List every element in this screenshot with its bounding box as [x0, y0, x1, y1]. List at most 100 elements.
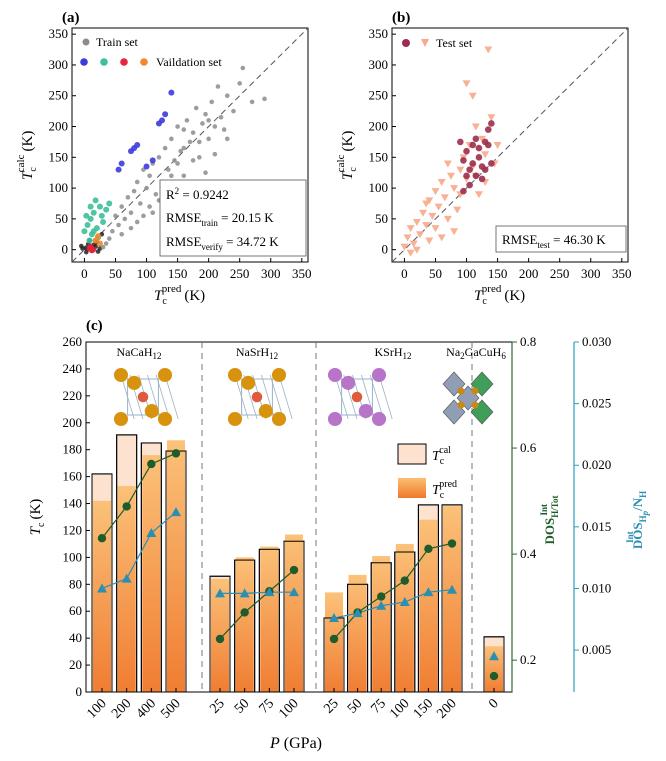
xtick-label-NaCaH-100: 100: [84, 696, 109, 721]
test-triangle-point: [456, 166, 465, 174]
validation-teal-point: [90, 228, 97, 235]
validation-blue-point: [118, 160, 125, 167]
panel-b-xtick-label-50: 50: [429, 266, 442, 281]
panel-c-dos-lines: [97, 449, 499, 681]
validation-teal-point: [96, 203, 103, 210]
train-point: [147, 204, 152, 209]
train-point: [153, 191, 159, 197]
test-circle-point: [484, 126, 492, 133]
validation-orange-point: [96, 240, 103, 247]
na-atom: [471, 401, 479, 409]
train-point: [134, 219, 140, 225]
test-triangle-point: [443, 160, 452, 168]
dos-tot-point: [215, 634, 225, 644]
validation-blue-point: [143, 163, 150, 170]
test-triangle-point: [415, 231, 424, 239]
test-circle-point: [475, 154, 483, 161]
panel-c-bars: [91, 434, 505, 693]
test-circle-point: [472, 135, 480, 143]
train-point: [221, 127, 227, 132]
train-point: [165, 167, 171, 172]
train-point: [209, 99, 215, 105]
train-point: [178, 148, 183, 154]
crystal-ksrh12-atom: [327, 411, 343, 427]
xtick-label-NaCaH-500: 500: [158, 696, 183, 721]
test-triangle-point: [428, 212, 437, 220]
test-circle-point: [488, 120, 495, 127]
bar-pred-KSrH-200: [443, 506, 461, 692]
panel-b-ytick-label-200: 200: [369, 119, 389, 134]
rmse-test-text: RMSEtest = 46.30 K: [502, 232, 606, 250]
crystal-nacah12-atom: [144, 404, 159, 419]
validation-teal-point: [92, 197, 99, 204]
train-point: [206, 136, 211, 142]
na-atom: [471, 387, 479, 395]
crystal-nasrh12-atom: [227, 411, 243, 427]
na-atom: [457, 401, 465, 409]
ytick-label-100: 100: [63, 549, 83, 564]
validation-red-point: [90, 246, 97, 253]
panel-a-ytick-label-50: 50: [55, 211, 68, 226]
ytick-label-200: 200: [63, 415, 83, 430]
train-point: [190, 130, 196, 135]
train-point: [150, 210, 156, 216]
panel-c: (c) 100 200 400 500 25 50 75 100 25 50 75100150200…: [28, 318, 650, 752]
xtick-label-NaSrH-75: 75: [257, 696, 278, 717]
train-point: [138, 201, 143, 206]
train-point: [172, 158, 177, 163]
crystal-nasrh12-cage-line: [278, 374, 293, 420]
crystal-nacah12-atom: [127, 375, 142, 390]
test-triangle-point: [462, 80, 471, 88]
validation-blue-point: [162, 111, 169, 118]
train-point: [131, 188, 137, 194]
legend-valid-orange-marker: [140, 58, 148, 66]
test-circle-point: [463, 147, 470, 155]
test-triangle-point: [493, 142, 502, 149]
test-triangle-point: [481, 151, 490, 159]
validation-teal-point: [87, 203, 94, 210]
panel-b-annotation: RMSEtest = 46.30 K: [495, 225, 627, 253]
test-circle-point: [488, 160, 495, 167]
dos-p-point: [423, 587, 434, 597]
crystal-nasrh12-atom: [241, 375, 256, 390]
train-point: [169, 173, 174, 179]
y3tick-label-0.015: 0.015: [582, 519, 611, 534]
dos-p-point: [447, 584, 457, 594]
crystal-nacah12-atom: [157, 367, 173, 383]
ytick-label-160: 160: [63, 469, 83, 484]
group-name-nacah12: NaCaH12: [117, 345, 162, 361]
train-point: [156, 155, 162, 160]
ytick-label-60: 60: [69, 603, 82, 618]
crystal-nasrh12-atom: [271, 411, 287, 427]
crystal-nasrh12-cage-box: [241, 378, 273, 416]
panel-b-xtick-label-0: 0: [401, 266, 408, 281]
train-point: [203, 170, 208, 176]
train-point: [218, 114, 224, 120]
ytick-label-120: 120: [63, 522, 83, 537]
test-triangle-point: [431, 225, 440, 233]
rmse-train-text: RMSEtrain = 20.15 K: [166, 210, 274, 228]
test-triangle-point: [453, 206, 462, 214]
validation-blue-point: [134, 142, 141, 148]
train-point: [197, 139, 202, 145]
group-name-nasrh12: NaSrH12: [236, 345, 278, 361]
dos-tot-point: [289, 565, 299, 575]
train-point: [187, 139, 193, 145]
dos-p-point: [121, 573, 132, 583]
crystal-nasrh12-center-atom: [251, 391, 263, 403]
train-point: [224, 136, 230, 142]
bar-pred-KSrH-100: [395, 543, 414, 692]
panel-c-group-names: NaCaH12 NaSrH12 KSrH12 Na2GaCuH6: [117, 345, 507, 361]
test-triangle-point: [471, 123, 480, 131]
ytick-label-260: 260: [63, 334, 83, 349]
legend-valid-red-marker: [120, 58, 128, 66]
panel-c-label: (c): [86, 318, 103, 334]
test-triangle-point: [422, 222, 431, 230]
train-point: [215, 84, 221, 89]
panel-a-diagonal: [71, 27, 309, 263]
test-circle-point: [469, 141, 477, 149]
panel-a-ytick-label-100: 100: [49, 180, 69, 195]
bar-pred-NaSrH-75: [260, 546, 279, 692]
crystal-ksrh12-cage-line: [378, 374, 393, 420]
panel-b-xlabel: Tcpred (K): [474, 283, 525, 307]
